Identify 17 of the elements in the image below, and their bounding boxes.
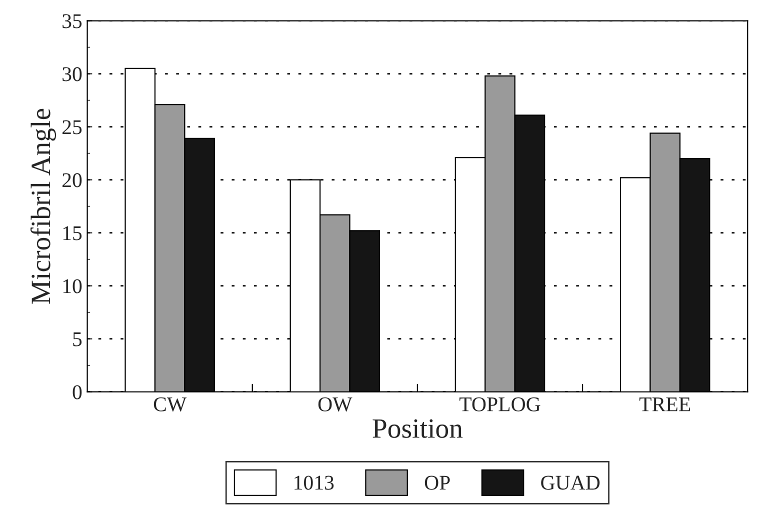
x-axis-title: Position bbox=[372, 419, 463, 438]
y-tick-label: 5 bbox=[73, 332, 82, 346]
y-axis-title: Microfibril Angle bbox=[30, 108, 56, 304]
y-tick-label: 15 bbox=[63, 226, 82, 240]
x-tick-label: CW bbox=[154, 397, 187, 412]
y-tick-label: 0 bbox=[72, 385, 82, 400]
y-tick-label: 10 bbox=[63, 279, 82, 294]
y-tick-label: 30 bbox=[62, 67, 82, 82]
x-tick-label: OW bbox=[318, 397, 352, 412]
y-tick-label: 25 bbox=[62, 120, 82, 134]
x-tick-label: TREE bbox=[639, 398, 690, 412]
legend-label: GUAD bbox=[541, 476, 600, 490]
y-tick-label: 35 bbox=[62, 14, 82, 28]
legend-label: 1013 bbox=[294, 476, 334, 490]
y-tick-label: 20 bbox=[62, 173, 82, 188]
x-tick-label: TOPLOG bbox=[459, 397, 540, 412]
legend-label: OP bbox=[424, 476, 450, 490]
